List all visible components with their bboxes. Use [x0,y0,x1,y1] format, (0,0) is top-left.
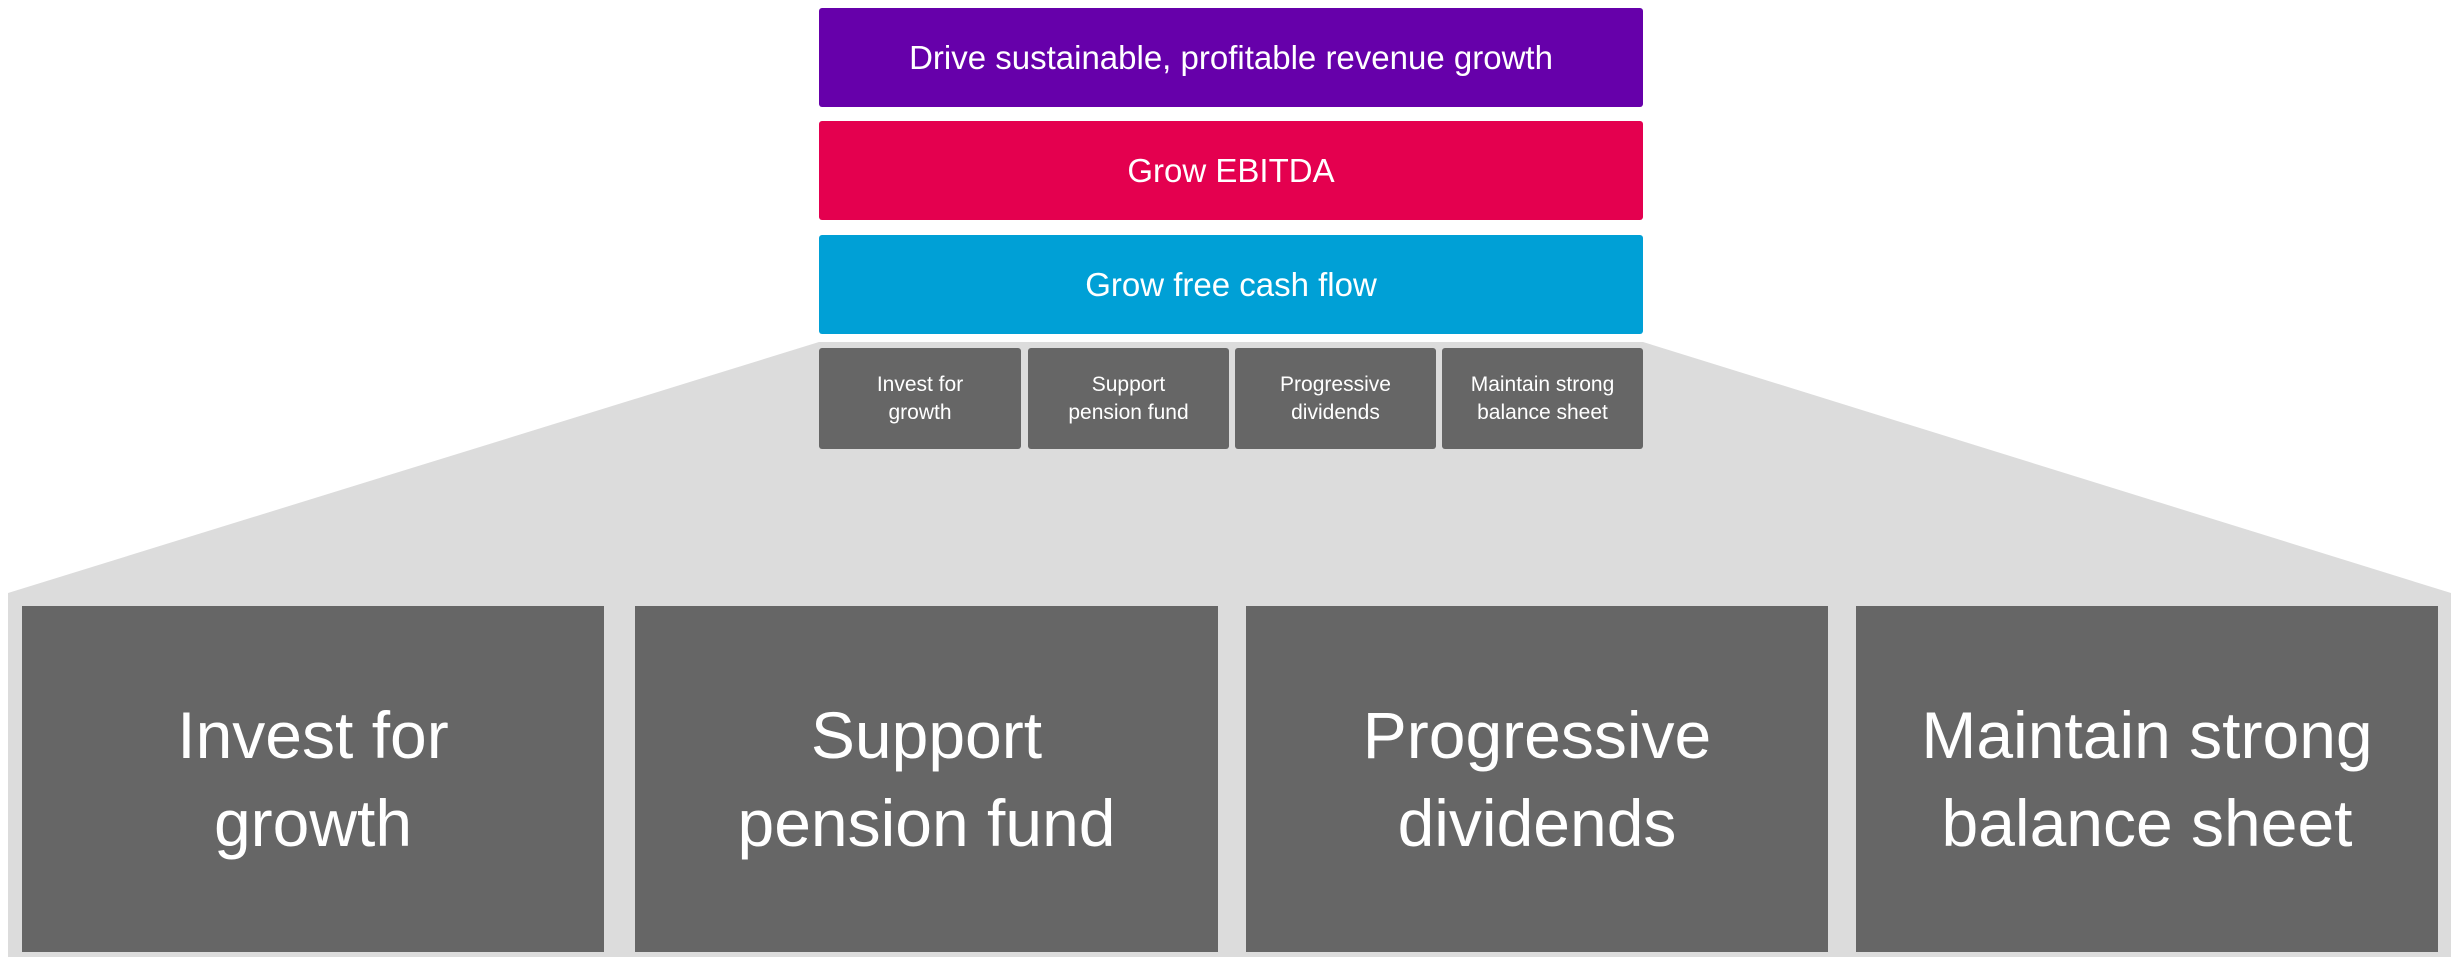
big-pillar: Invest for growth [22,606,604,952]
label-line: Invest for [177,698,449,772]
small-pillar: Support pension fund [1028,348,1229,449]
header-box: Drive sustainable, profitable revenue gr… [819,8,1643,107]
label-line: Progressive [1280,372,1391,396]
big-pillar: Progressive dividends [1246,606,1828,952]
label-line: dividends [1291,400,1380,424]
label-line: Maintain strong [1921,698,2373,772]
funnel-shape [8,342,2451,957]
label-line: pension fund [1068,400,1189,424]
header-box: Grow free cash flow [819,235,1643,334]
label-line: pension fund [737,786,1116,860]
label-line: balance sheet [1477,400,1608,424]
big-pillar: Support pension fund [635,606,1218,952]
label-line: growth [888,400,952,424]
label-line: Support [1091,372,1166,396]
label-line: Maintain strong [1470,372,1615,396]
small-pillar: Invest for growth [819,348,1021,449]
label-line: Grow free cash flow [1085,265,1377,303]
label-line: balance sheet [1941,786,2353,860]
small-pillar: Progressive dividends [1235,348,1436,449]
label-line: dividends [1397,786,1677,860]
small-pillar: Maintain strong balance sheet [1442,348,1643,449]
label-line: Progressive [1362,698,1712,772]
label-line: Invest for [876,372,964,396]
label-line: Grow EBITDA [1127,151,1335,189]
label-line: growth [213,786,413,860]
label-line: Drive sustainable, profitable revenue gr… [909,38,1553,76]
big-pillar: Maintain strong balance sheet [1856,606,2438,952]
label-line: Support [810,698,1043,772]
header-box: Grow EBITDA [819,121,1643,220]
